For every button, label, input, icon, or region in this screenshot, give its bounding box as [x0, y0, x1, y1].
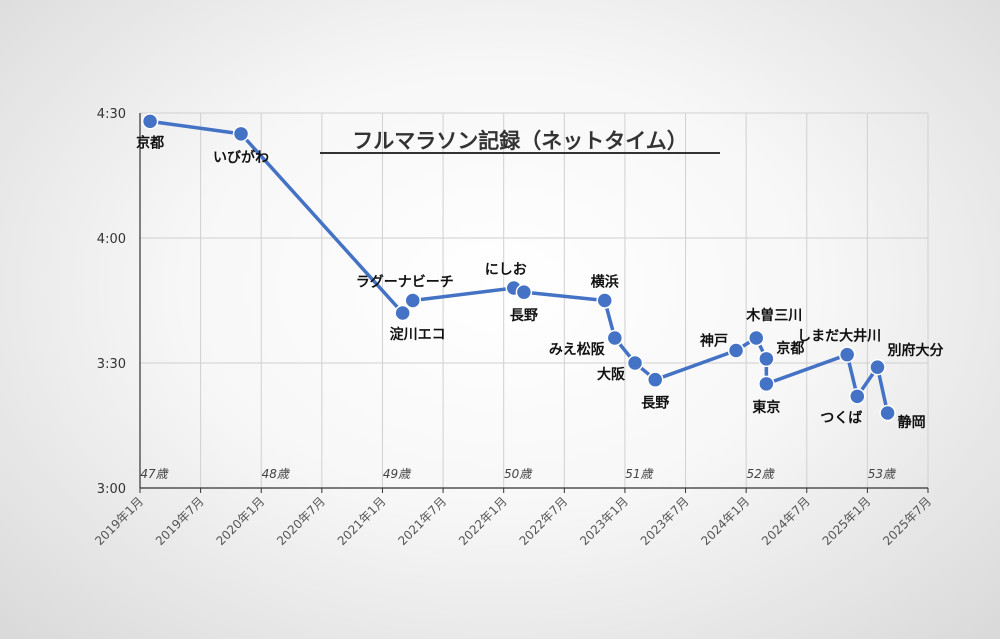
data-label: 別府大分 [886, 342, 943, 359]
data-label: いびがわ [213, 149, 269, 166]
age-label: 50歳 [504, 467, 533, 481]
x-tick-label: 2024年1月 [698, 494, 752, 548]
data-label: みえ松阪 [549, 341, 606, 358]
y-tick-labels: 3:00 3:30 4:00 4:30 [97, 107, 126, 497]
data-label: つくば [820, 410, 862, 426]
data-label: 横浜 [591, 274, 619, 291]
x-tick-label: 2022年1月 [456, 494, 510, 548]
y-tick-label: 4:30 [97, 107, 126, 122]
x-tick-label: 2021年7月 [395, 494, 449, 548]
x-tick-label: 2025年7月 [880, 494, 934, 548]
data-label: 長野 [641, 396, 669, 412]
x-tick-label: 2021年1月 [335, 494, 389, 548]
x-tick-label: 2020年1月 [213, 494, 267, 548]
chart-title-group: フルマラソン記録（ネットタイム） [320, 129, 720, 154]
x-tick-label: 2024年7月 [759, 494, 813, 548]
data-label: 神戸 [700, 333, 728, 350]
data-point [141, 113, 159, 130]
age-label: 51歳 [625, 467, 654, 481]
age-label: 47歳 [140, 467, 169, 481]
x-tick-label: 2019年1月 [92, 494, 146, 548]
x-tick-label: 2023年7月 [638, 494, 692, 548]
data-label: 長野 [510, 308, 538, 324]
data-label: 東京 [752, 399, 780, 416]
data-point [626, 354, 644, 372]
chart-title: フルマラソン記録（ネットタイム） [352, 129, 688, 153]
grid-lines [139, 112, 929, 488]
age-label: 53歳 [868, 467, 897, 481]
data-point [849, 388, 866, 405]
data-label: にしお [485, 262, 527, 278]
x-tick-labels: 2019年1月 2019年7月 2020年1月 2020年7月 2021年1月 2021年… [92, 494, 934, 548]
data-point [606, 329, 624, 347]
y-tick-label: 3:30 [97, 357, 126, 372]
age-label: 49歳 [383, 467, 412, 481]
data-label: 静岡 [898, 414, 926, 431]
x-tick-label: 2019年7月 [153, 494, 207, 548]
data-point [515, 283, 533, 301]
data-point [727, 342, 745, 359]
data-point [869, 358, 886, 376]
x-tick-label: 2022年7月 [517, 494, 571, 548]
x-tick-label: 2023年1月 [577, 494, 631, 548]
data-point [232, 125, 250, 143]
y-tick-label: 4:00 [97, 232, 126, 247]
x-tick-label: 2025年1月 [820, 494, 874, 548]
data-label: 京都 [776, 340, 804, 357]
point-labels: 京都いびがわ淀川エコラグーナビーチにしお長野横浜みえ松阪大阪長野神戸木曽三川京都… [136, 134, 943, 431]
data-point [748, 329, 765, 347]
age-labels: 47歳 48歳 49歳 50歳 51歳 52歳 53歳 [140, 467, 897, 481]
data-point [879, 404, 896, 422]
data-point [838, 346, 856, 363]
data-point [596, 292, 613, 309]
data-point [404, 292, 422, 309]
data-label: しまだ大井川 [797, 328, 881, 345]
axes [139, 113, 929, 493]
data-point [758, 375, 775, 393]
age-label: 52歳 [747, 467, 776, 481]
data-label: 京都 [136, 134, 164, 151]
y-tick-label: 3:00 [97, 482, 126, 497]
data-point [394, 304, 411, 322]
data-point [646, 371, 664, 388]
age-label: 48歳 [262, 467, 291, 481]
data-label: 木曽三川 [745, 307, 802, 324]
data-label: 淀川エコ [390, 326, 446, 343]
series-time [141, 113, 896, 422]
x-tick-label: 2020年7月 [274, 494, 328, 548]
data-label: 大阪 [597, 366, 626, 383]
data-label: ラグーナビーチ [356, 274, 454, 291]
data-point [758, 350, 775, 368]
